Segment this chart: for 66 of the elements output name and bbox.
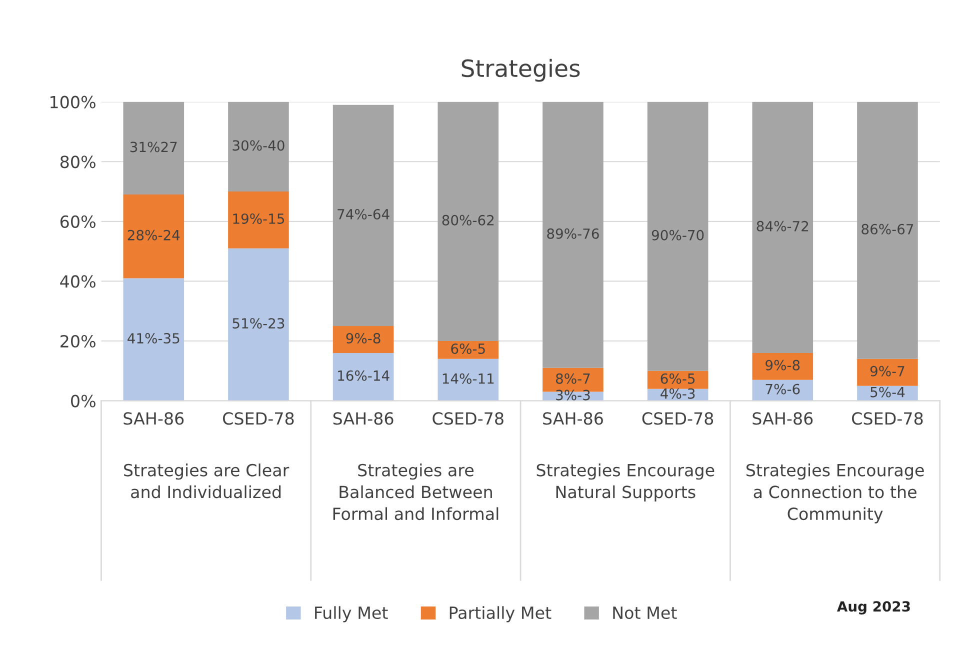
data-label: 19%-15 xyxy=(233,213,284,224)
chart-title: Strategies xyxy=(462,58,580,82)
bar xyxy=(857,102,918,359)
data-label: 28%-24 xyxy=(128,230,180,240)
data-label: 5%-4 xyxy=(870,386,905,398)
x-tick-label: CSED-78 xyxy=(432,412,504,425)
bar xyxy=(752,352,814,380)
data-label: 89%-76 xyxy=(547,228,599,239)
x-tick-label: CSED-78 xyxy=(852,412,923,425)
data-label: 30%-40 xyxy=(232,140,284,151)
data-label: 86%-67 xyxy=(862,224,914,234)
text: Strategies are Clear and Individualized xyxy=(124,464,290,498)
bar xyxy=(123,278,184,401)
bar xyxy=(228,102,289,192)
x-tick-label: CSED-78 xyxy=(223,412,294,425)
data-label: 3%-3 xyxy=(556,390,590,400)
data-label: 6%-5 xyxy=(660,373,695,384)
y-tick-label: 20% xyxy=(60,334,96,348)
data-label: 31%27 xyxy=(130,142,177,152)
bar xyxy=(438,358,499,401)
legend-label: Not Met xyxy=(613,606,677,620)
data-label: 8%-7 xyxy=(556,373,590,384)
data-label: 9%-8 xyxy=(346,333,380,344)
data-label: 9%-8 xyxy=(766,360,800,370)
x-tick-label: CSED-78 xyxy=(642,412,714,425)
bar xyxy=(332,326,394,353)
bar xyxy=(228,192,289,248)
data-label: 6%-5 xyxy=(451,343,485,354)
bar xyxy=(647,370,708,389)
bar xyxy=(542,102,604,368)
data-label: 4%-3 xyxy=(660,388,695,399)
bar xyxy=(228,248,289,401)
data-label: 90%-70 xyxy=(652,230,704,240)
bar xyxy=(332,352,394,401)
text: Strategies Encourage Natural Supports xyxy=(536,464,714,502)
data-label: 51%-23 xyxy=(232,318,284,329)
x-tick-label: SAH-86 xyxy=(543,412,603,425)
y-tick-label: 40% xyxy=(60,275,96,288)
bar xyxy=(647,102,708,371)
legend-label: Fully Met xyxy=(315,606,388,622)
data-label: 9%-7 xyxy=(870,366,904,376)
x-tick-label: SAH-86 xyxy=(752,412,813,425)
bar xyxy=(123,194,184,278)
data-label: 7%-6 xyxy=(766,384,800,394)
data-label: 80%-62 xyxy=(442,214,494,226)
y-tick-label: 0% xyxy=(71,394,96,408)
text: Aug 2023 xyxy=(836,601,910,614)
y-tick-label: 80% xyxy=(60,156,96,168)
data-label: 16%-14 xyxy=(338,370,390,381)
y-tick-label: 60% xyxy=(60,215,96,228)
text: Strategies Encourage a Connection to the Community xyxy=(746,464,924,524)
bar xyxy=(123,102,184,195)
text: Strategies are Balanced Between Formal and Informal xyxy=(333,464,498,520)
data-label: 41%-35 xyxy=(128,333,180,344)
x-tick-label: SAH-86 xyxy=(333,412,394,425)
x-tick-label: SAH-86 xyxy=(124,412,184,425)
data-label: 84%-72 xyxy=(756,220,808,232)
bar xyxy=(332,104,394,326)
bar xyxy=(438,102,499,341)
data-label: 74%-64 xyxy=(338,208,390,220)
bar xyxy=(857,358,918,386)
data-label: 14%-11 xyxy=(442,373,494,384)
y-tick-label: 100% xyxy=(50,96,96,108)
bar xyxy=(438,340,499,359)
legend-label: Partially Met xyxy=(450,606,552,622)
bar xyxy=(752,102,814,353)
